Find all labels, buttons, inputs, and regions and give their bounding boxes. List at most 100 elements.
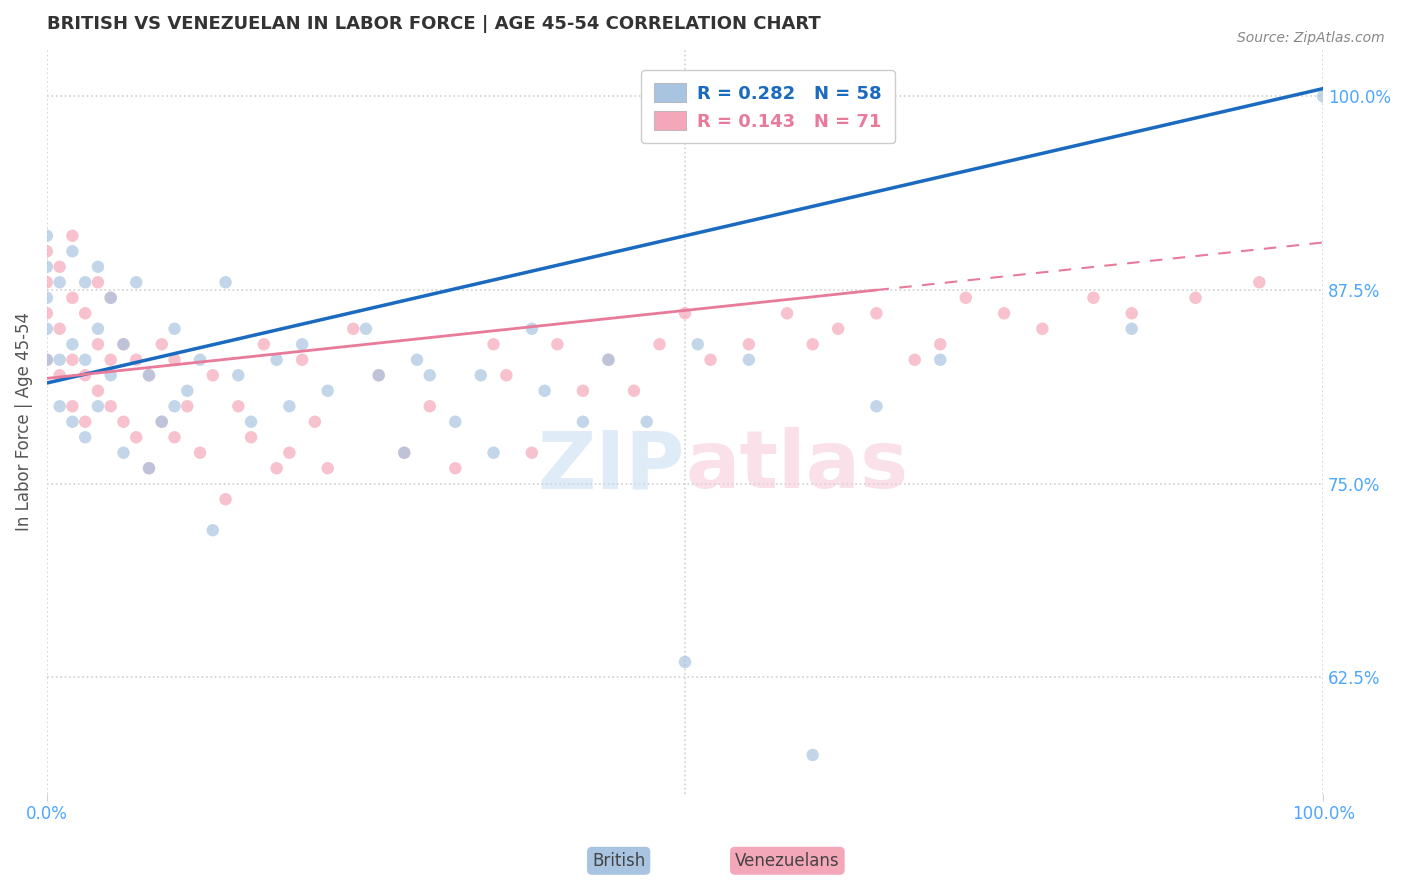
Point [1083,291,1105,305]
Point [228,368,250,383]
Point [253,337,276,351]
Point [163,352,186,367]
Point [75,275,97,289]
Point [150,415,173,429]
Point [35,291,58,305]
Point [648,337,671,351]
Point [48,275,70,289]
Point [75,306,97,320]
Point [112,415,135,429]
Point [598,352,620,367]
Point [214,275,236,289]
Point [394,446,416,460]
Point [176,399,198,413]
Point [316,384,339,398]
Point [482,337,505,351]
Text: ZIP: ZIP [537,427,685,506]
Point [367,368,389,383]
Point [75,430,97,444]
Point [367,368,389,383]
Point [240,430,263,444]
Point [738,337,761,351]
Point [776,306,799,320]
Point [240,415,263,429]
Point [1031,322,1053,336]
Point [495,368,517,383]
Point [87,399,110,413]
Point [278,446,301,460]
Text: Venezuelans: Venezuelans [735,852,839,870]
Point [801,337,824,351]
Point [520,322,543,336]
Point [112,337,135,351]
Point [394,446,416,460]
Point [342,322,364,336]
Point [35,244,58,259]
Point [138,368,160,383]
Point [316,461,339,475]
Point [100,399,122,413]
Point [673,655,696,669]
Point [112,446,135,460]
Point [444,461,467,475]
Point [35,352,58,367]
Point [75,415,97,429]
Point [266,461,288,475]
Point [62,291,84,305]
Point [955,291,977,305]
Point [87,384,110,398]
Point [827,322,849,336]
Point [1184,291,1206,305]
Point [48,260,70,274]
Point [87,275,110,289]
Point [35,352,58,367]
Point [673,306,696,320]
Point [35,228,58,243]
Point [470,368,492,383]
Point [62,244,84,259]
Point [214,492,236,507]
Point [636,415,658,429]
Point [62,228,84,243]
Point [62,352,84,367]
Point [188,352,211,367]
Point [163,430,186,444]
Point [1249,275,1271,289]
Point [100,291,122,305]
Point [572,415,595,429]
Point [48,352,70,367]
Point [929,337,952,351]
Point [35,275,58,289]
Point [686,337,709,351]
Point [482,446,505,460]
Point [228,399,250,413]
Point [201,523,224,537]
Point [48,368,70,383]
Point [87,337,110,351]
Point [125,352,148,367]
Point [163,322,186,336]
Point [419,399,441,413]
Point [354,322,377,336]
Point [266,352,288,367]
Point [623,384,645,398]
Point [75,352,97,367]
Point [100,368,122,383]
Point [48,322,70,336]
Point [738,352,761,367]
Point [176,384,198,398]
Point [546,337,568,351]
Point [138,368,160,383]
Point [278,399,301,413]
Point [533,384,555,398]
Point [291,352,314,367]
Point [75,368,97,383]
Point [150,415,173,429]
Point [188,446,211,460]
Point [1121,306,1143,320]
Point [929,352,952,367]
Point [35,322,58,336]
Point [865,399,887,413]
Point [62,337,84,351]
Point [163,399,186,413]
